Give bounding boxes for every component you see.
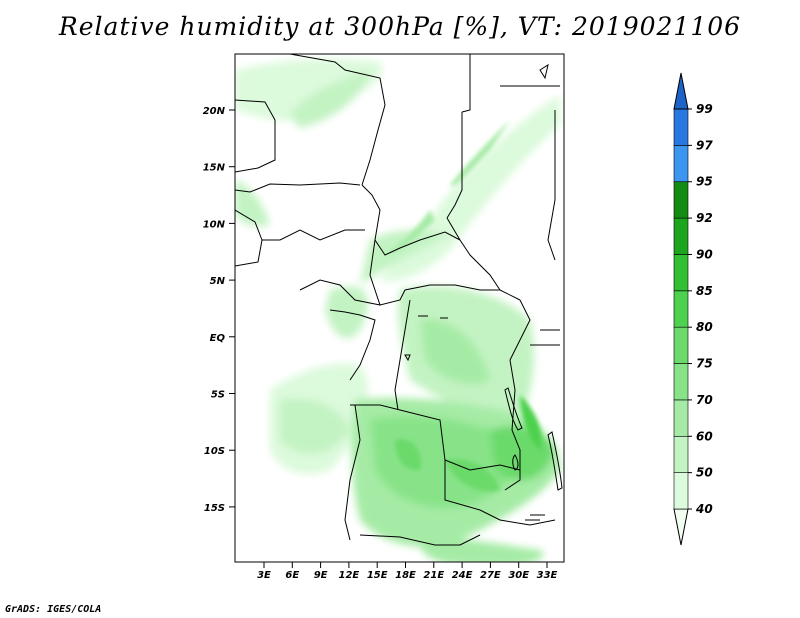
map-frame bbox=[234, 53, 565, 563]
colorbar-label: 85 bbox=[696, 284, 713, 298]
lon-tick-label: 27E bbox=[480, 570, 501, 581]
humidity-shading bbox=[235, 58, 560, 562]
lon-tick-label: 3E bbox=[257, 570, 271, 581]
longitude-axis: 3E 6E 9E 12E 15E 18E 21E 24E 27E 30E 33E bbox=[257, 562, 558, 581]
colorbar-label: 60 bbox=[696, 429, 713, 443]
country-borders bbox=[235, 54, 560, 546]
lon-tick-label: 24E bbox=[452, 570, 473, 581]
grads-credit: GrADS: IGES/COLA bbox=[5, 604, 102, 615]
colorbar-legend: 40 50 60 70 75 80 85 90 92 95 97 99 bbox=[673, 72, 713, 546]
colorbar-label: 40 bbox=[695, 502, 713, 516]
colorbar-label: 95 bbox=[696, 175, 713, 189]
lon-tick-label: 30E bbox=[508, 570, 529, 581]
colorbar-swatch bbox=[673, 108, 689, 146]
colorbar-swatch bbox=[673, 326, 689, 364]
colorbar-swatch bbox=[673, 472, 689, 510]
lat-tick-label: 5S bbox=[211, 390, 225, 401]
colorbar-upper-arrow bbox=[673, 72, 689, 110]
colorbar-label: 75 bbox=[696, 357, 713, 371]
colorbar-label: 70 bbox=[696, 393, 713, 407]
colorbar-swatch bbox=[673, 435, 689, 473]
chart-title: Relative humidity at 300hPa [%], VT: 201… bbox=[58, 12, 742, 41]
colorbar-label: 97 bbox=[696, 138, 713, 152]
lat-tick-label: EQ bbox=[210, 333, 226, 344]
lon-tick-label: 15E bbox=[367, 570, 388, 581]
colorbar-label: 50 bbox=[696, 466, 713, 480]
colorbar-label: 99 bbox=[696, 102, 713, 116]
colorbar-lower-arrow bbox=[673, 508, 689, 546]
colorbar-swatch bbox=[673, 217, 689, 255]
lon-tick-label: 21E bbox=[423, 570, 444, 581]
colorbar-swatch bbox=[673, 181, 689, 219]
lon-tick-label: 12E bbox=[339, 570, 360, 581]
colorbar-label: 80 bbox=[696, 320, 713, 334]
lat-tick-label: 10S bbox=[204, 446, 225, 457]
colorbar-swatch bbox=[673, 290, 689, 328]
lon-tick-label: 9E bbox=[314, 570, 328, 581]
lat-tick-label: 20N bbox=[203, 106, 226, 117]
colorbar-swatch bbox=[673, 363, 689, 401]
colorbar-label: 92 bbox=[696, 211, 713, 225]
colorbar-swatch bbox=[673, 145, 689, 183]
lakes bbox=[404, 315, 563, 521]
lat-tick-label: 15S bbox=[204, 503, 225, 514]
colorbar-swatch bbox=[673, 254, 689, 292]
lon-tick-label: 33E bbox=[537, 570, 558, 581]
lon-tick-label: 6E bbox=[285, 570, 299, 581]
latitude-axis: 20N 15N 10N 5N EQ 5S 10S 15S bbox=[203, 106, 235, 514]
colorbar-label: 90 bbox=[696, 247, 713, 261]
lat-tick-label: 10N bbox=[203, 219, 226, 230]
colorbar-swatch bbox=[673, 399, 689, 437]
lat-tick-label: 5N bbox=[210, 276, 226, 287]
lon-tick-label: 18E bbox=[395, 570, 416, 581]
lat-tick-label: 15N bbox=[203, 163, 226, 174]
